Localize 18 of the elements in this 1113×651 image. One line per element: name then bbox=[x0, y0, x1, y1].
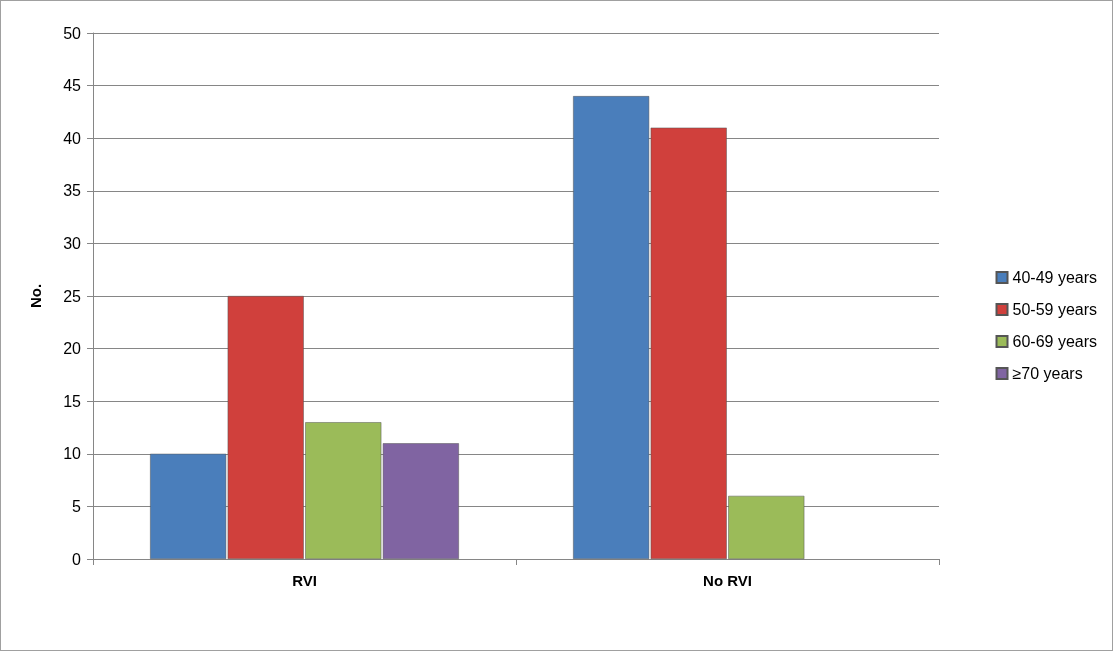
y-axis-title: No. bbox=[27, 283, 44, 309]
y-tick-label: 45 bbox=[63, 77, 82, 95]
legend-label: ≥70 years bbox=[1012, 365, 1083, 382]
y-tick-label: 10 bbox=[63, 445, 82, 463]
y-tick-label: 15 bbox=[63, 392, 82, 410]
y-tick-label: 0 bbox=[72, 550, 82, 568]
y-tick-label: 35 bbox=[63, 182, 82, 200]
x-tick-label: RVI bbox=[292, 572, 317, 589]
y-tick-label: 5 bbox=[72, 497, 82, 515]
y-tick-label: 25 bbox=[63, 287, 82, 305]
y-tick-label: 40 bbox=[63, 129, 82, 147]
y-tick-label: 20 bbox=[63, 340, 82, 358]
legend-label: 40-49 years bbox=[1012, 269, 1098, 286]
y-tick-label: 30 bbox=[63, 234, 82, 252]
x-tick-label: No RVI bbox=[703, 572, 752, 589]
legend-label: 60-69 years bbox=[1012, 333, 1098, 350]
y-tick-label: 50 bbox=[63, 24, 82, 42]
legend-label: 50-59 years bbox=[1012, 301, 1098, 318]
